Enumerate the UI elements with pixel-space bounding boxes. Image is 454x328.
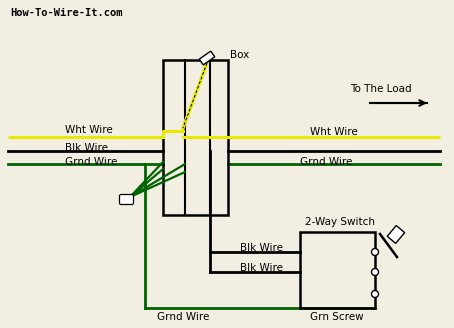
Text: Blk Wire: Blk Wire	[240, 243, 283, 253]
Text: Blk Wire: Blk Wire	[65, 143, 108, 153]
Text: Grnd Wire: Grnd Wire	[157, 312, 209, 322]
Text: Grnd Wire: Grnd Wire	[300, 157, 352, 167]
Text: To The Load: To The Load	[350, 84, 412, 94]
Bar	[387, 226, 405, 243]
Text: Wht Wire: Wht Wire	[65, 125, 113, 135]
Text: 2-Way Switch: 2-Way Switch	[305, 217, 375, 227]
Text: Grn Screw: Grn Screw	[310, 312, 364, 322]
Text: How-To-Wire-It.com: How-To-Wire-It.com	[10, 8, 123, 18]
Text: Box: Box	[230, 50, 249, 60]
Circle shape	[371, 269, 379, 276]
Bar	[199, 51, 215, 65]
FancyBboxPatch shape	[119, 195, 133, 204]
Text: Wht Wire: Wht Wire	[310, 127, 358, 137]
Bar	[163, 60, 228, 215]
Text: Blk Wire: Blk Wire	[240, 263, 283, 273]
Circle shape	[371, 249, 379, 256]
Text: Grnd Wire: Grnd Wire	[65, 157, 118, 167]
Bar	[300, 232, 375, 308]
Circle shape	[371, 291, 379, 297]
